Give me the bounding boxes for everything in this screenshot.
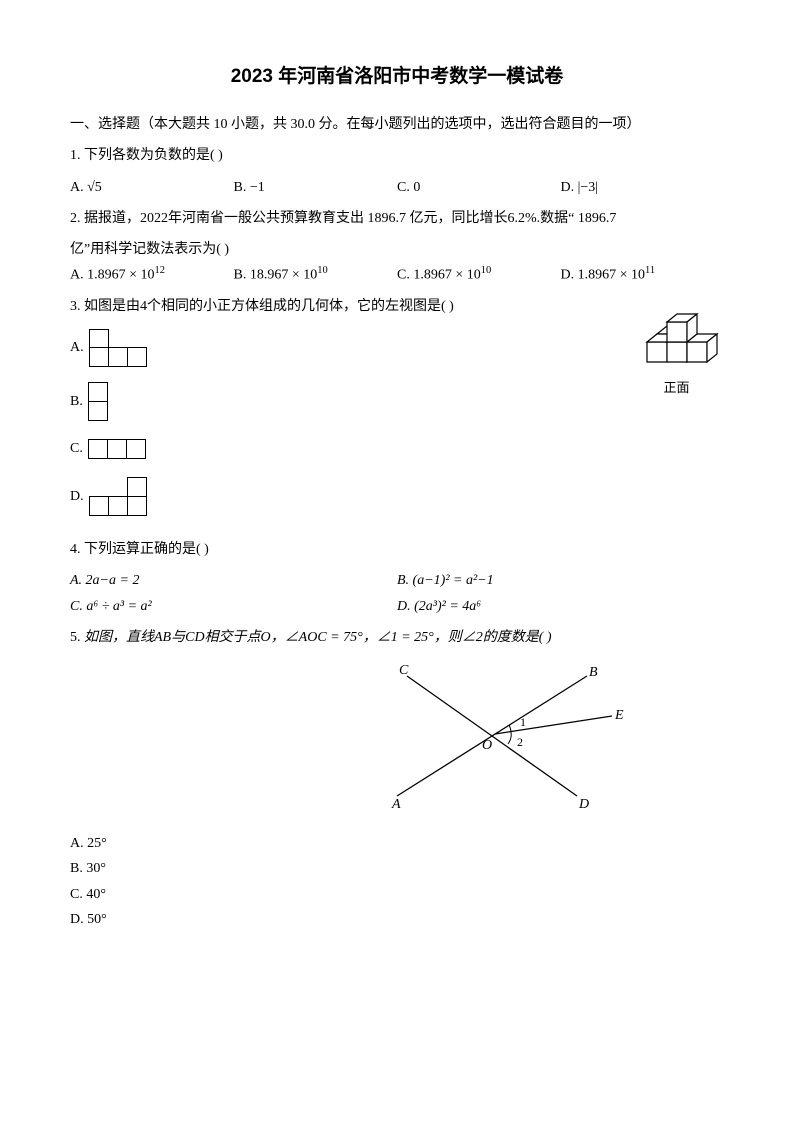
q2-num: 2. [70, 211, 81, 226]
q1-options: A. √5 B. −1 C. 0 D. |−3| [70, 175, 724, 200]
q5-label-o: O [482, 738, 492, 753]
q3-c-label: C. [70, 436, 83, 461]
q5-opt-a: A. 25° [70, 831, 724, 856]
q5-options: A. 25° B. 30° C. 40° D. 50° [70, 831, 724, 932]
q2-opt-d: D. 1.8967 × 1011 [561, 262, 725, 288]
question-1: 1. 下列各数为负数的是( ) [70, 143, 724, 168]
q2-opt-c: C. 1.8967 × 1010 [397, 262, 561, 288]
q2-opt-a: A. 1.8967 × 1012 [70, 262, 234, 288]
q2-options: A. 1.8967 × 1012 B. 18.967 × 1010 C. 1.8… [70, 262, 724, 288]
q3-c-shape-icon [89, 440, 145, 459]
section-header: 一、选择题（本大题共 10 小题，共 30.0 分。在每小题列出的选项中，选出符… [70, 112, 724, 137]
q1-stem: 下列各数为负数的是( ) [84, 148, 223, 163]
q5-label-d: D [578, 797, 589, 812]
q5-stem: 如图，直线AB与CD相交于点O，∠AOC = 75°，∠1 = 25°，则∠2的… [84, 630, 552, 645]
q1-opt-a: A. √5 [70, 175, 234, 200]
q4-options: A. 2a−a = 2 B. (a−1)² = a²−1 C. a⁶ ÷ a³ … [70, 568, 724, 618]
page-title: 2023 年河南省洛阳市中考数学一模试卷 [70, 60, 724, 94]
q3-a-label: A. [70, 335, 84, 360]
q3-stem: 如图是由4个相同的小正方体组成的几何体，它的左视图是( ) [84, 299, 454, 314]
q1-opt-b: B. −1 [234, 175, 398, 200]
q3-b-label: B. [70, 389, 83, 414]
q1-num: 1. [70, 148, 81, 163]
q3-b-shape-icon [89, 383, 108, 421]
q2-stem-line2: 亿”用科学记数法表示为( ) [70, 237, 724, 262]
q3-opt-b: B. [70, 383, 619, 421]
q5-label-1: 1 [520, 715, 526, 729]
q2-stem-line1: 据报道，2022年河南省一般公共预算教育支出 1896.7 亿元，同比增长6.2… [84, 211, 616, 226]
question-4: 4. 下列运算正确的是( ) [70, 537, 724, 562]
q4-num: 4. [70, 542, 81, 557]
q3-opt-a: A. [70, 329, 619, 367]
q5-label-a: A [391, 797, 401, 812]
q3-a-shape-icon [90, 329, 146, 367]
q3-opt-d: D. [70, 478, 724, 516]
q3-opt-c: C. [70, 436, 724, 461]
q5-opt-b: B. 30° [70, 856, 724, 881]
q5-label-e: E [614, 708, 624, 723]
q3-num: 3. [70, 299, 81, 314]
q3-d-label: D. [70, 484, 84, 509]
q4-opt-a: A. 2a−a = 2 [70, 568, 397, 593]
q3-d-shape-icon [90, 478, 146, 516]
q5-opt-d: D. 50° [70, 907, 724, 932]
q3-figure-caption: 正面 [629, 376, 724, 399]
q5-figure: A B C D E O 1 2 [270, 656, 724, 825]
q1-opt-d: D. |−3| [561, 175, 725, 200]
question-2: 2. 据报道，2022年河南省一般公共预算教育支出 1896.7 亿元，同比增长… [70, 206, 724, 231]
intersecting-lines-icon: A B C D E O 1 2 [367, 656, 627, 816]
question-3: 正面 3. 如图是由4个相同的小正方体组成的几何体，它的左视图是( ) A. B… [70, 294, 724, 531]
q4-opt-b: B. (a−1)² = a²−1 [397, 568, 724, 593]
q4-opt-c: C. a⁶ ÷ a³ = a² [70, 594, 397, 619]
q3-figure: 正面 [629, 294, 724, 400]
q5-num: 5. [70, 630, 81, 645]
q2-opt-b: B. 18.967 × 1010 [234, 262, 398, 288]
q4-stem: 下列运算正确的是( ) [84, 542, 209, 557]
q4-opt-d: D. (2a³)² = 4a⁶ [397, 594, 724, 619]
q5-label-2: 2 [517, 735, 523, 749]
q5-label-c: C [399, 663, 409, 678]
cube-solid-icon [629, 294, 724, 369]
q1-opt-c: C. 0 [397, 175, 561, 200]
question-5: 5. 如图，直线AB与CD相交于点O，∠AOC = 75°，∠1 = 25°，则… [70, 625, 724, 650]
q5-label-b: B [589, 665, 598, 680]
q5-opt-c: C. 40° [70, 882, 724, 907]
